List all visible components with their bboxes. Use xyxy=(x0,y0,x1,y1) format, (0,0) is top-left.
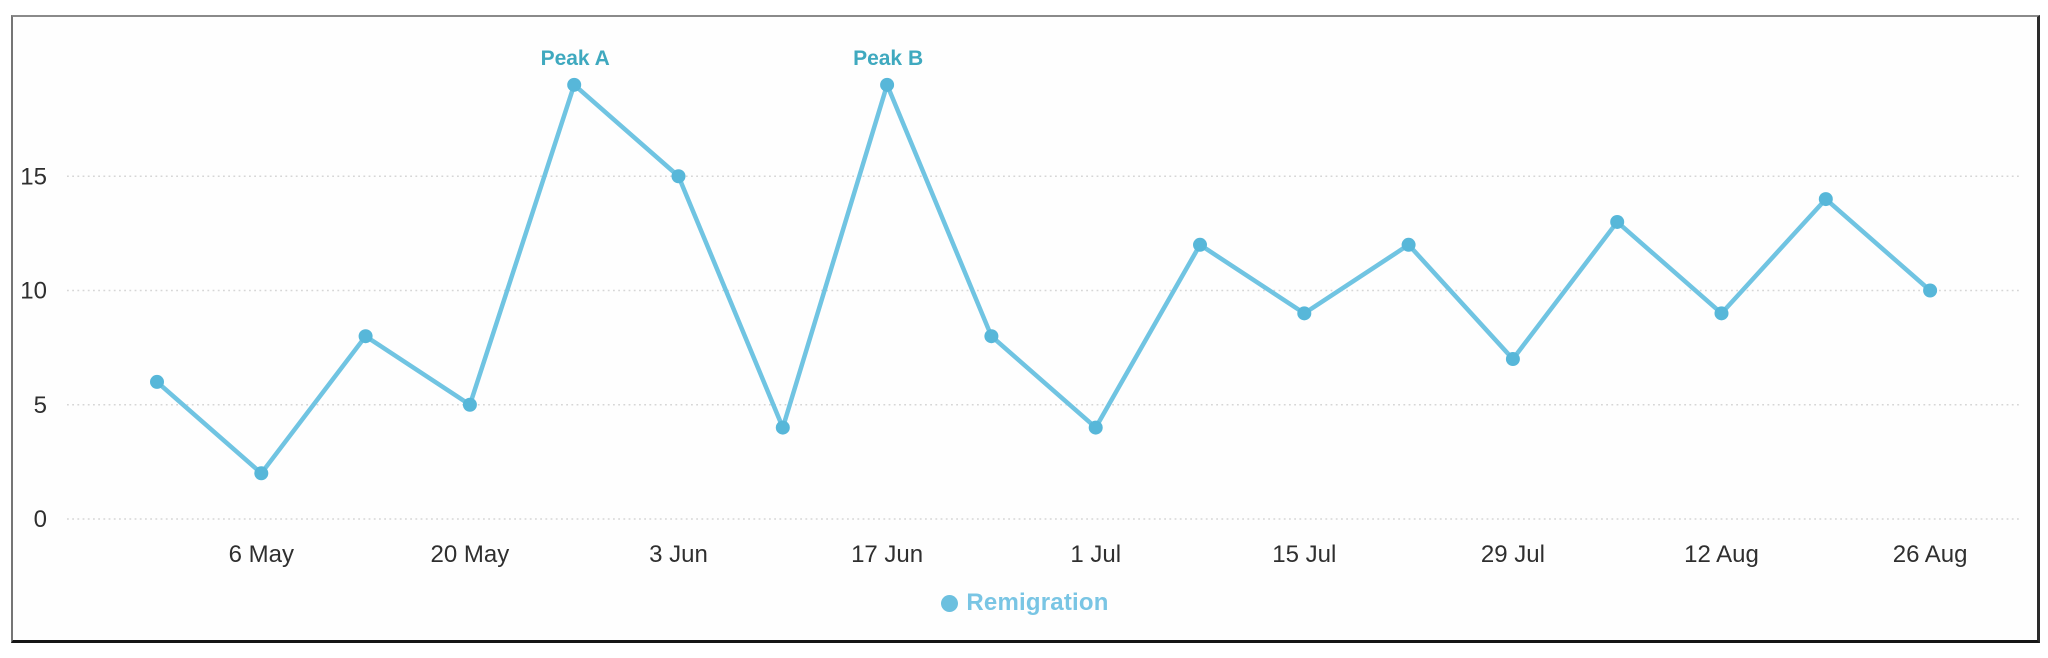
x-axis-label: 15 Jul xyxy=(1272,541,1336,568)
x-axis-label: 3 Jun xyxy=(649,541,708,568)
data-point[interactable] xyxy=(1714,306,1729,321)
data-point[interactable] xyxy=(462,397,477,412)
data-point[interactable] xyxy=(775,420,790,435)
data-point[interactable] xyxy=(254,466,269,481)
x-axis-label: 17 Jun xyxy=(851,541,923,568)
data-point[interactable] xyxy=(1610,214,1625,229)
x-axis-label: 29 Jul xyxy=(1481,541,1545,568)
data-point[interactable] xyxy=(1923,283,1938,298)
data-point[interactable] xyxy=(1088,420,1103,435)
data-point[interactable] xyxy=(1818,192,1833,207)
legend: Remigration xyxy=(13,589,2037,617)
peak-annotation: Peak A xyxy=(541,47,610,70)
legend-marker-icon xyxy=(941,594,959,612)
y-axis-label: 15 xyxy=(20,163,47,190)
data-point[interactable] xyxy=(1401,237,1416,252)
grid-layer xyxy=(67,175,2022,520)
annotation-layer: Peak A Peak B xyxy=(541,47,924,70)
data-point[interactable] xyxy=(984,329,999,344)
series-line xyxy=(154,82,1933,476)
data-point[interactable] xyxy=(150,374,164,389)
x-axis-label: 6 May xyxy=(229,541,294,568)
data-point[interactable] xyxy=(1297,306,1312,321)
data-point[interactable] xyxy=(1505,352,1520,367)
x-axis-label: 12 Aug xyxy=(1684,541,1759,568)
data-point[interactable] xyxy=(358,329,373,344)
x-axis-label: 20 May xyxy=(431,541,510,568)
legend-item-remigration[interactable]: Remigration xyxy=(941,589,1108,617)
x-axis-label: 1 Jul xyxy=(1070,541,1121,568)
data-point[interactable] xyxy=(880,77,895,92)
peak-annotation: Peak B xyxy=(853,47,923,70)
series-layer xyxy=(150,77,1938,481)
data-point[interactable] xyxy=(1193,237,1207,252)
y-axis-label: 5 xyxy=(34,392,47,419)
data-point[interactable] xyxy=(567,77,582,92)
x-axis-label: 26 Aug xyxy=(1893,541,1968,568)
line-chart: 0 5 10 15 6 May 20 May 3 Jun 17 Jun 1 Jul 15 Jul 2… xyxy=(20,47,2022,568)
y-axis-label: 0 xyxy=(34,506,47,533)
y-axis-label: 10 xyxy=(20,278,47,305)
legend-label: Remigration xyxy=(966,589,1109,616)
chart-card: 0 5 10 15 6 May 20 May 3 Jun 17 Jun 1 Jul 15 Jul 2… xyxy=(11,15,2040,643)
axis-layer: 0 5 10 15 6 May 20 May 3 Jun 17 Jun 1 Jul 15 Jul 2… xyxy=(20,163,1967,568)
data-point[interactable] xyxy=(671,169,686,184)
